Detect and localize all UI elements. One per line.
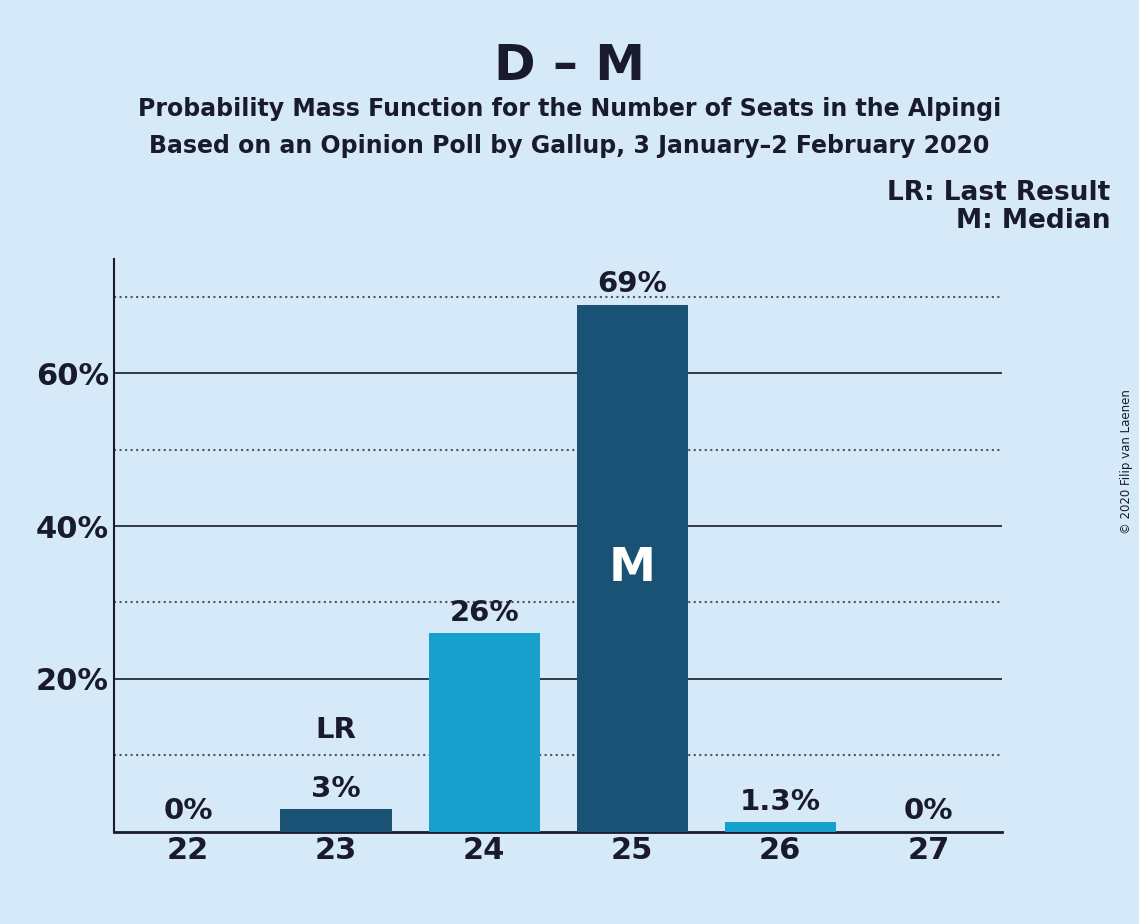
Text: 69%: 69%: [597, 271, 667, 298]
Text: 26%: 26%: [449, 599, 519, 626]
Text: 3%: 3%: [311, 774, 361, 803]
Text: LR: LR: [316, 716, 357, 744]
Bar: [576, 305, 688, 832]
Bar: [428, 633, 540, 832]
Bar: [724, 821, 836, 832]
Text: © 2020 Filip van Laenen: © 2020 Filip van Laenen: [1121, 390, 1133, 534]
Text: 1.3%: 1.3%: [739, 787, 821, 816]
Bar: [280, 808, 392, 832]
Text: 0%: 0%: [903, 797, 953, 825]
Text: D – M: D – M: [494, 42, 645, 90]
Text: 0%: 0%: [163, 797, 213, 825]
Text: M: Median: M: Median: [956, 208, 1111, 234]
Text: Probability Mass Function for the Number of Seats in the Alpingi: Probability Mass Function for the Number…: [138, 97, 1001, 121]
Text: LR: Last Result: LR: Last Result: [887, 180, 1111, 206]
Text: Based on an Opinion Poll by Gallup, 3 January–2 February 2020: Based on an Opinion Poll by Gallup, 3 Ja…: [149, 134, 990, 158]
Text: M: M: [608, 545, 656, 590]
